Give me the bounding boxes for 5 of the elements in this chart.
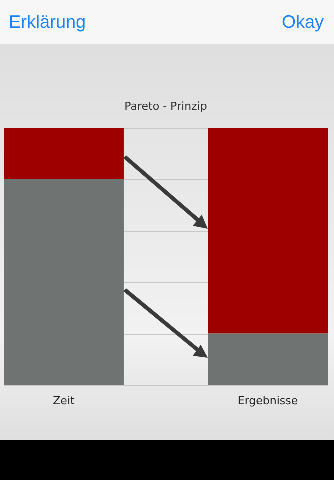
chart-title: Pareto - Prinzip: [124, 100, 208, 113]
text: Okay: [282, 12, 324, 33]
x-tick-label: Ergebnisse: [238, 394, 298, 408]
text: Erklärung: [9, 12, 86, 33]
x-tick-label: Zeit: [53, 394, 76, 408]
